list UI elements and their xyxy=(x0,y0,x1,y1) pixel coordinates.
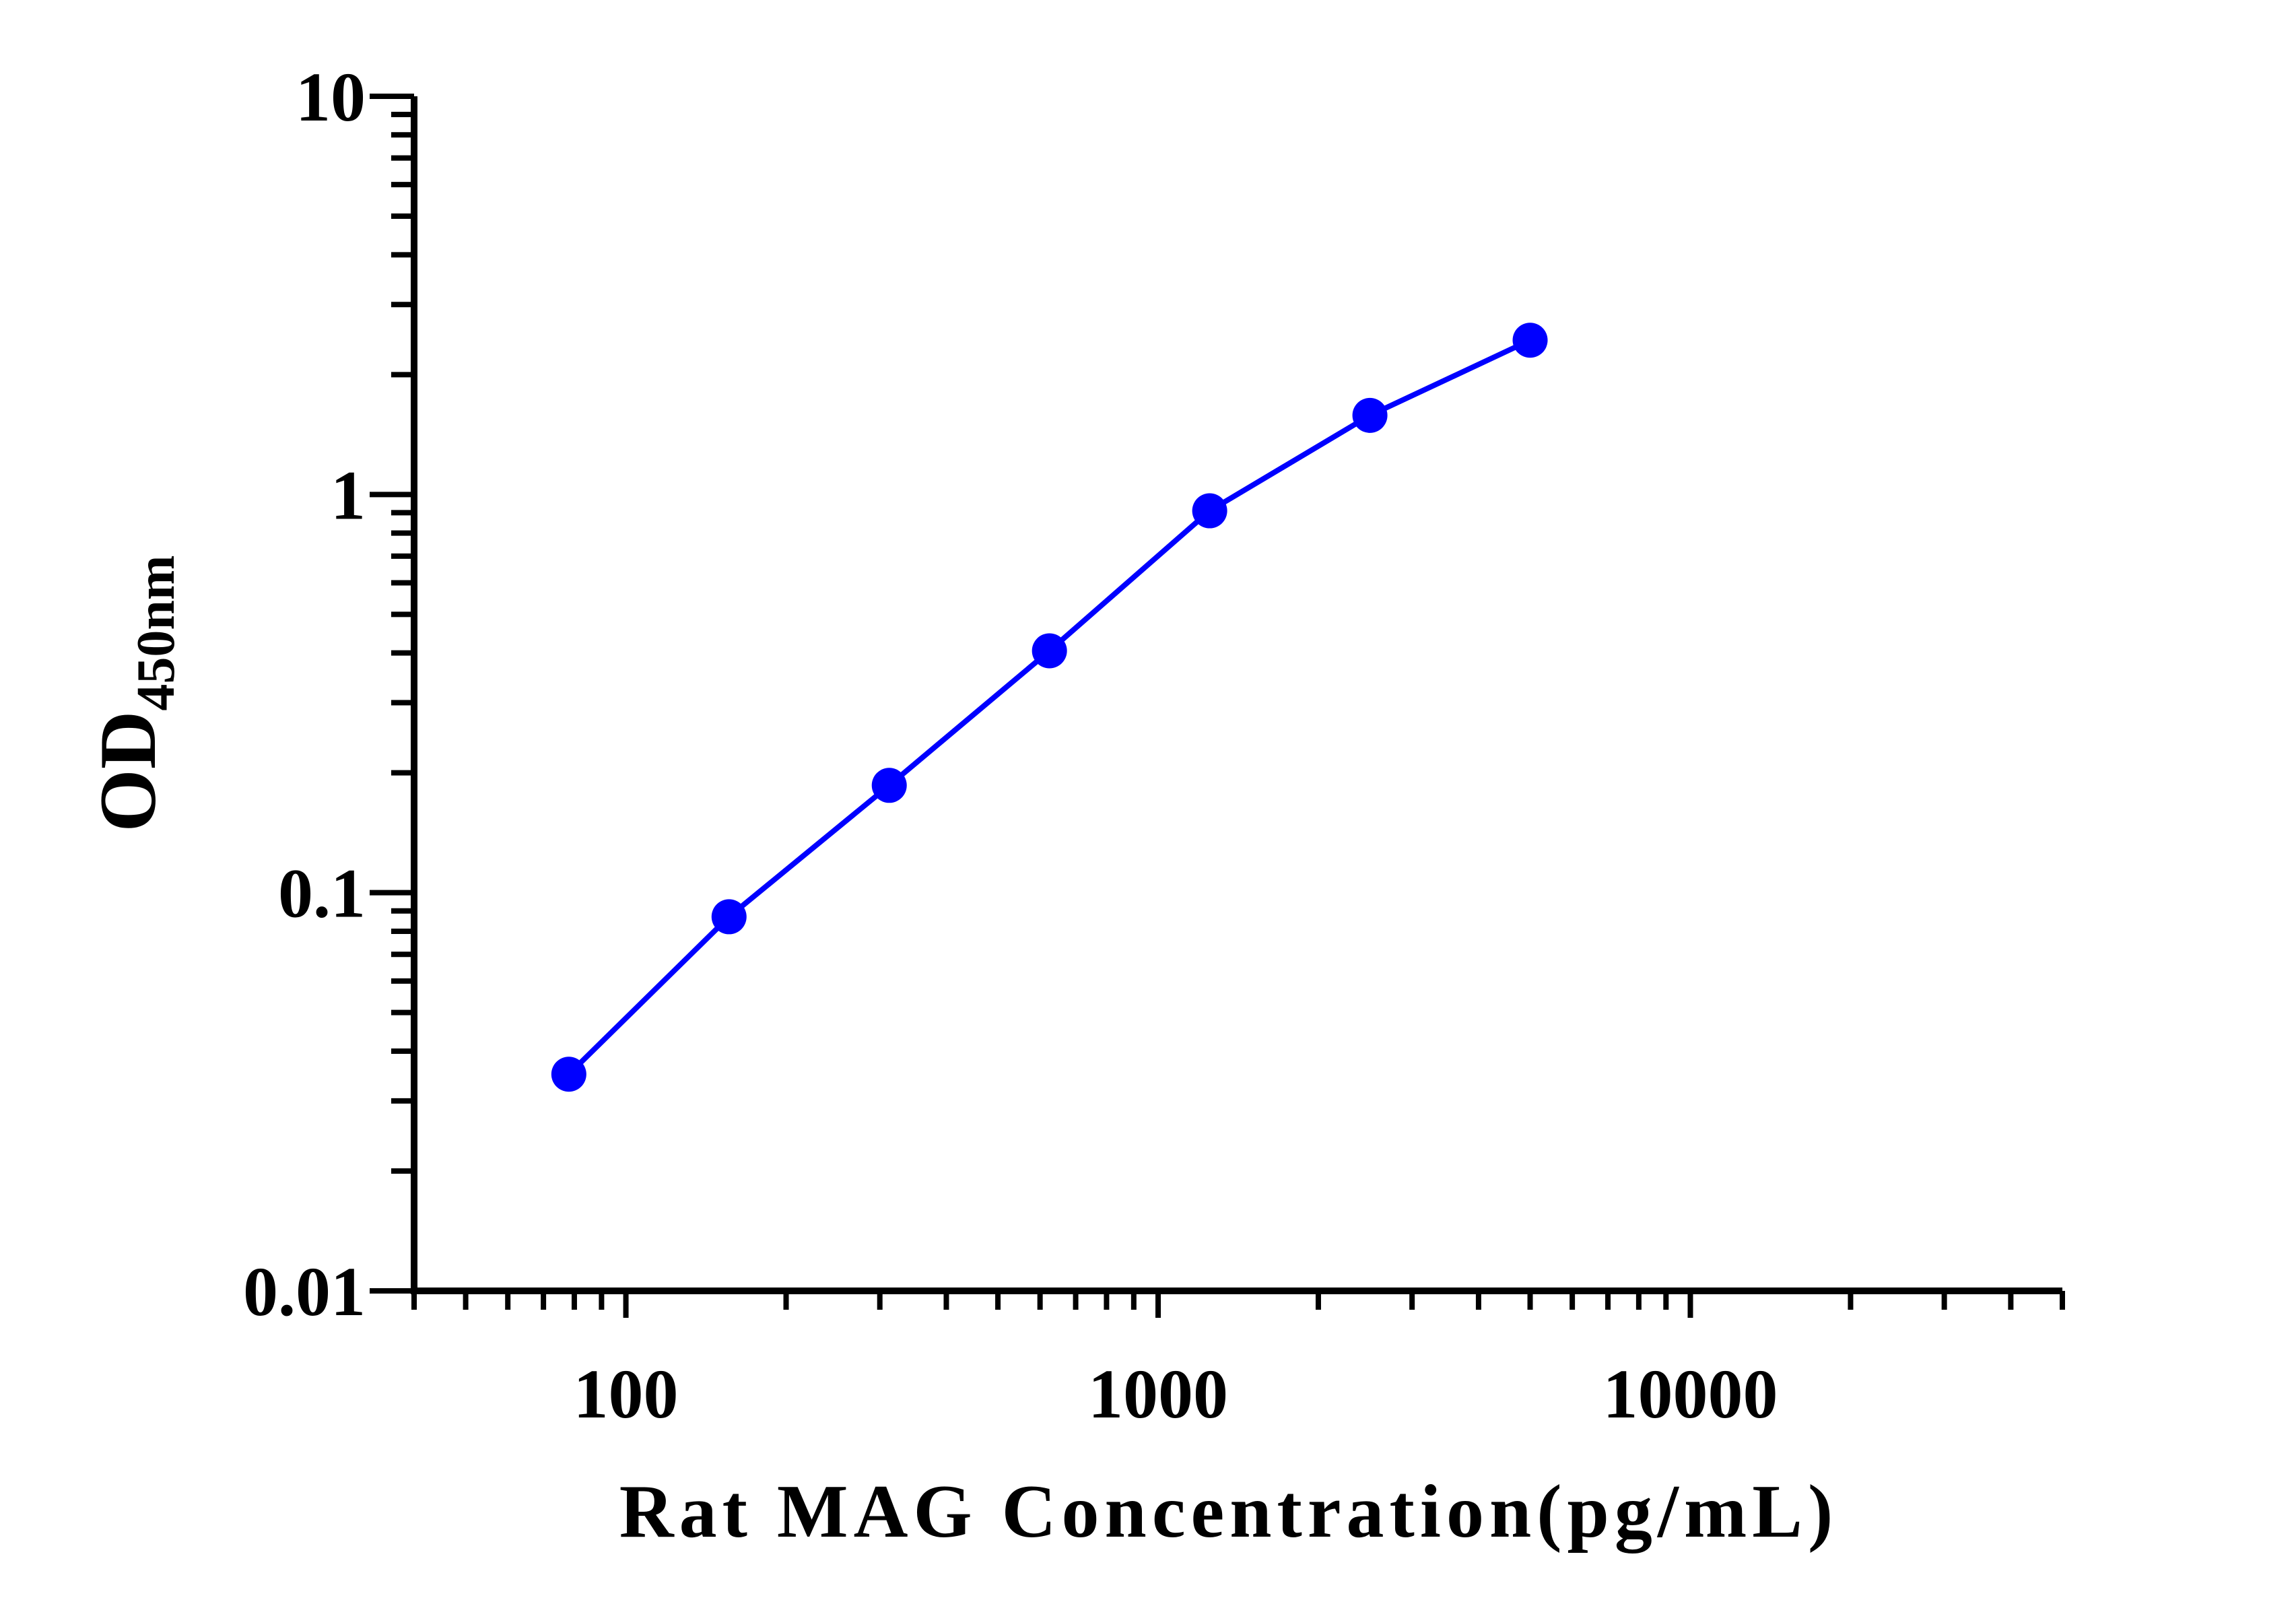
data-point xyxy=(871,768,907,803)
data-point xyxy=(1192,493,1227,529)
data-point xyxy=(551,1057,586,1092)
data-point xyxy=(1352,397,1388,433)
y-tick-label: 0.1 xyxy=(278,855,366,933)
x-tick-label: 100 xyxy=(574,1356,679,1433)
y-axis-title-main: OD xyxy=(83,711,172,832)
y-tick-label: 1 xyxy=(331,457,366,534)
x-axis-title: Rat MAG Concentration(pg/mL) xyxy=(619,1470,1838,1553)
data-point xyxy=(1512,323,1548,358)
x-tick-label: 1000 xyxy=(1088,1356,1228,1433)
y-axis-title-subscript: 450nm xyxy=(127,555,186,710)
y-tick-label: 0.01 xyxy=(243,1253,366,1331)
x-minor-ticks xyxy=(411,1291,2065,1318)
svg-text:OD450nm: OD450nm xyxy=(83,555,186,832)
data-point xyxy=(1032,633,1067,669)
x-tick-labels: 100 1000 10000 xyxy=(574,1356,1778,1433)
y-tick-labels: 10 1 0.1 0.01 xyxy=(243,59,366,1331)
data-point xyxy=(711,899,747,935)
y-minor-ticks xyxy=(370,94,414,1294)
y-axis-title: OD450nm xyxy=(83,555,186,832)
y-tick-label: 10 xyxy=(296,59,366,136)
series-points xyxy=(551,323,1548,1092)
x-tick-label: 10000 xyxy=(1602,1356,1778,1433)
series-line xyxy=(566,337,1532,1077)
